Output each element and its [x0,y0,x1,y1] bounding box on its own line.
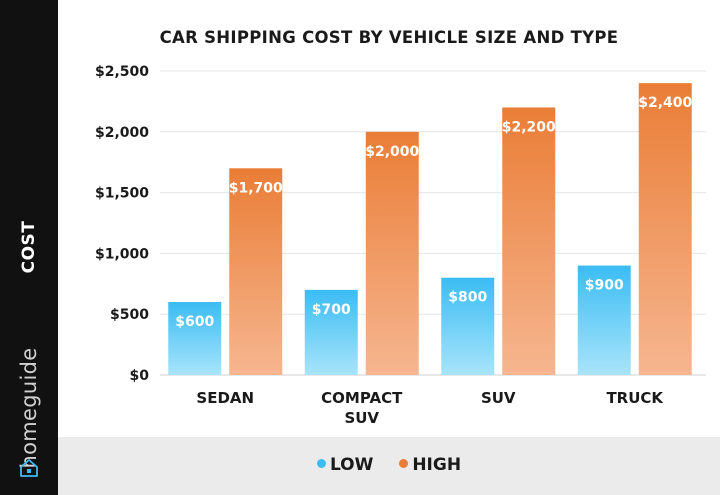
legend: LOW HIGH [58,455,720,475]
bar-chart: $0 $500 $1,000 $1,500 $2,000 $2,500 $600 $1,70… [95,64,706,427]
x-tick-label: SUV [344,409,379,427]
legend-label-low: LOW [329,455,374,475]
bar-high [502,107,556,375]
y-tick-label: $1,500 [95,186,149,202]
legend-swatch-high [399,458,409,468]
y-tick-label: $1,000 [95,246,149,262]
y-axis-label: COST [19,220,39,274]
legend-label-high: HIGH [412,455,462,475]
data-label-low: $900 [585,278,624,294]
x-tick-label: TRUCK [606,389,664,407]
y-tick-label: $500 [110,307,149,323]
legend-item-high: HIGH [399,455,461,475]
x-tick-label: COMPACT [321,389,403,407]
bar-high [229,168,283,375]
bar-low [577,265,631,375]
bar-high [365,131,419,375]
data-label-high: $2,000 [365,144,419,160]
legend-swatch-low [316,458,326,468]
legend-item-low: LOW [316,455,374,475]
x-tick-label: SUV [481,389,516,407]
data-label-high: $2,400 [638,95,692,111]
data-label-low: $700 [312,302,351,318]
legend-band: LOW HIGH [58,437,720,495]
data-label-low: $800 [448,290,487,306]
data-label-high: $2,200 [502,119,556,135]
data-label-high: $1,700 [229,180,283,196]
data-label-low: $600 [175,314,214,330]
x-tick-label: SEDAN [196,389,254,407]
y-tick-label: $0 [130,368,150,384]
bar-low [168,302,222,375]
y-tick-label: $2,500 [95,64,149,80]
brand-logo-text: homeguide [17,347,41,469]
sidebar-band: COST homeguide [0,0,58,495]
bar-high [638,83,692,375]
chart-title: CAR SHIPPING COST BY VEHICLE SIZE AND TY… [159,28,619,47]
house-icon [20,459,38,477]
y-tick-label: $2,000 [95,125,149,141]
bar-low [441,277,495,375]
bar-low [304,289,358,375]
